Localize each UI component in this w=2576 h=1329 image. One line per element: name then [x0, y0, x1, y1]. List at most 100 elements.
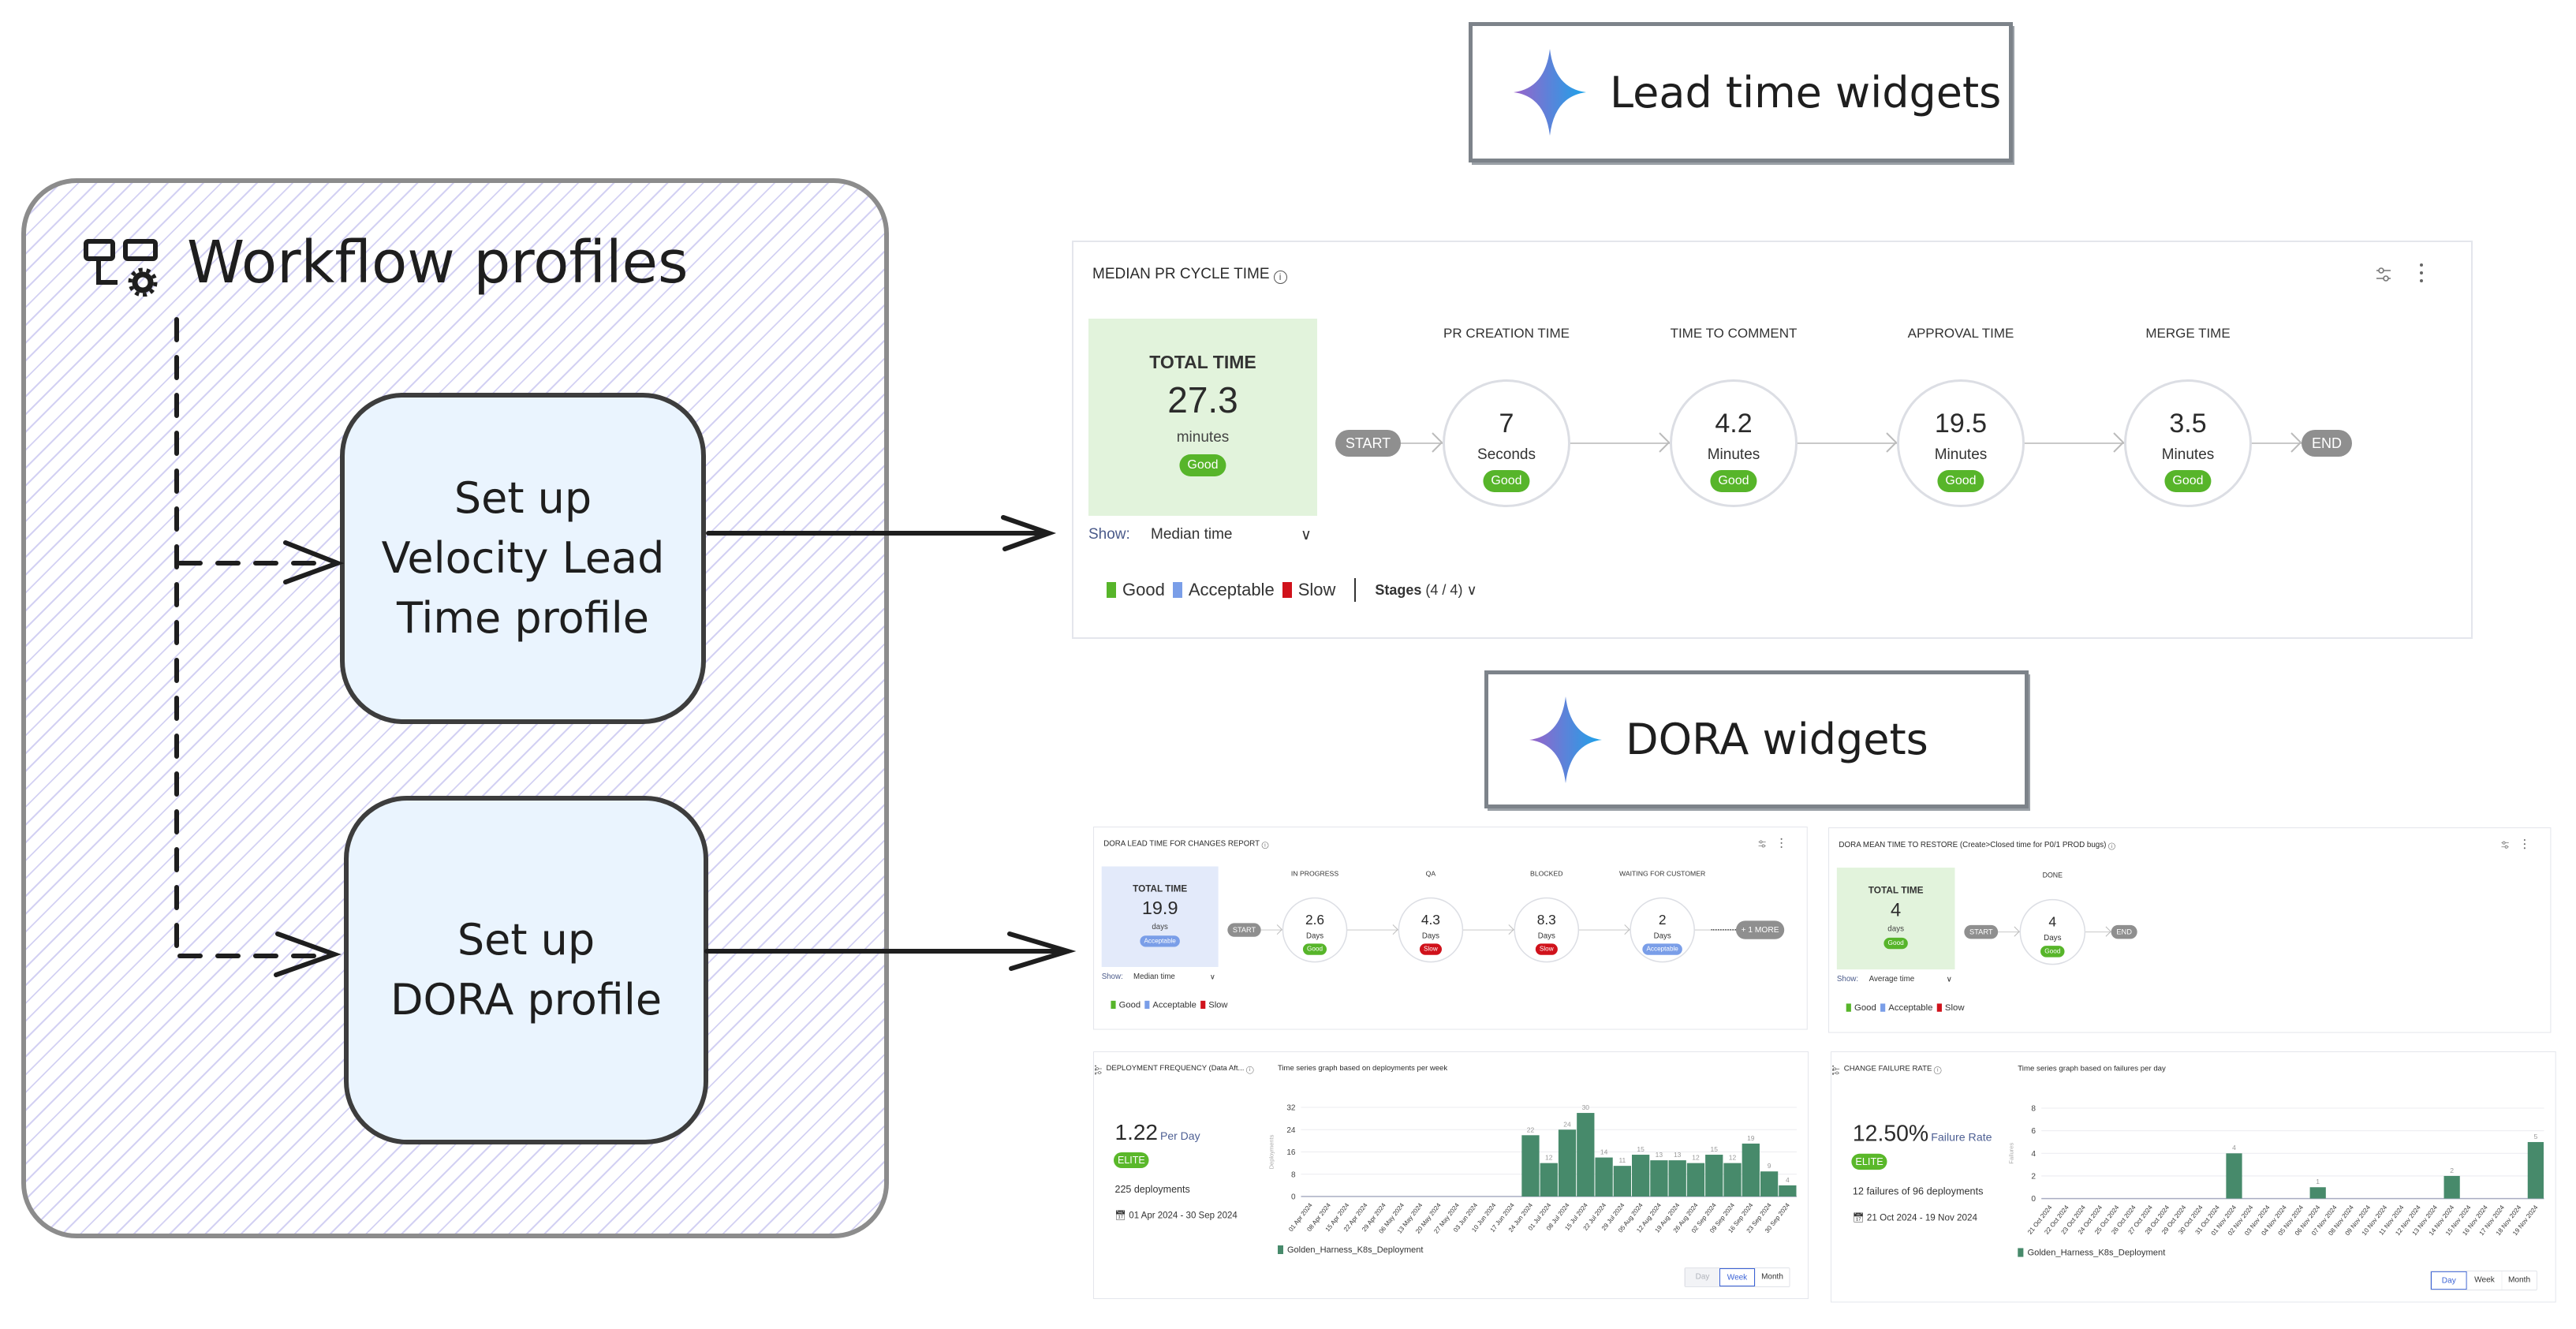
chevron-right-icon — [2014, 926, 2020, 937]
stages-label: Stages — [1375, 582, 1422, 598]
y-tick-label: 2 — [2031, 1172, 2036, 1181]
settings-sliders-icon[interactable] — [1094, 1066, 1103, 1075]
show-dropdown[interactable]: Average time — [1869, 974, 1915, 984]
calendar-icon: 📅︎ — [1852, 1211, 1867, 1223]
bar-data-label: 1 — [2316, 1178, 2320, 1185]
stage-circle[interactable]: 4.2 Minutes Good — [1670, 379, 1798, 507]
chevron-down-icon[interactable]: ∨ — [1209, 972, 1216, 981]
show-dropdown[interactable]: Median time — [1151, 526, 1233, 543]
bar — [2226, 1153, 2242, 1199]
show-label: Show: — [1836, 974, 1859, 984]
more-options-icon[interactable] — [1094, 1065, 1097, 1075]
profile-line: Set up — [457, 915, 595, 965]
rating-legend: Good Acceptable Slow — [1111, 999, 1228, 1010]
dotted-connector — [1711, 929, 1736, 931]
show-label: Show: — [1101, 972, 1123, 981]
stages-dropdown[interactable]: Stages (4 / 4) ∨ — [1354, 578, 1477, 602]
info-icon[interactable]: i — [1933, 1066, 1942, 1074]
stages-count: (4 / 4) — [1425, 582, 1463, 598]
chevron-down-icon[interactable]: ∨ — [1946, 975, 1952, 984]
bar — [1613, 1166, 1631, 1196]
stage-circle[interactable]: 8.3 Days Slow — [1514, 897, 1580, 963]
stage-circle[interactable]: 4.3 Days Slow — [1398, 897, 1464, 963]
metric-number: 12.50% — [1852, 1120, 1929, 1146]
label-text: DORA widgets — [1626, 715, 1928, 764]
stage-circle[interactable]: 3.5 Minutes Good — [2124, 379, 2252, 507]
bar — [1558, 1129, 1577, 1196]
start-pill: START — [1964, 924, 1999, 939]
y-tick-label: 0 — [1291, 1193, 1296, 1202]
stage-unit: Days — [1305, 931, 1324, 940]
info-icon[interactable]: i — [2107, 842, 2115, 850]
y-tick-label: 16 — [1286, 1148, 1296, 1157]
legend-swatch — [1111, 1000, 1116, 1010]
granularity-month-button[interactable]: Month — [1755, 1268, 1790, 1286]
settings-sliders-icon[interactable] — [1758, 839, 1767, 848]
bar-data-label: 13 — [1656, 1151, 1663, 1159]
stage-value: 2 — [1658, 912, 1667, 928]
bar-data-label: 4 — [2232, 1144, 2236, 1152]
more-options-icon[interactable] — [2523, 838, 2526, 849]
more-options-icon[interactable] — [1780, 838, 1783, 849]
stage-circle[interactable]: 19.5 Minutes Good — [1897, 379, 2025, 507]
stage-circle[interactable]: 2 Days Acceptable — [1630, 897, 1695, 963]
stage-circle[interactable]: 4 Days Good — [2019, 898, 2086, 965]
legend-swatch — [1107, 582, 1116, 598]
stage-value: 4 — [2048, 913, 2057, 930]
bar — [1650, 1160, 1668, 1196]
stage-value: 4.3 — [1421, 912, 1440, 928]
legend-label: Acceptable — [1152, 999, 1197, 1010]
total-time-value: 4 — [1891, 898, 1902, 920]
chevron-right-icon — [1659, 432, 1670, 453]
stage-label: DONE — [2042, 871, 2063, 879]
widget-title: MEDIAN PR CYCLE TIME i — [1092, 266, 1287, 284]
y-tick-label: 8 — [1291, 1170, 1296, 1179]
rating-badge-good: Good — [1179, 454, 1226, 476]
elite-badge: ELITE — [1114, 1152, 1149, 1168]
bar-data-label: 12 — [1729, 1154, 1737, 1162]
stage-label: WAITING FOR CUSTOMER — [1618, 870, 1706, 878]
bar — [1521, 1135, 1540, 1196]
stage-circle[interactable]: 2.6 Days Good — [1282, 897, 1348, 963]
stage-label: PR CREATION TIME — [1443, 326, 1570, 341]
granularity-day-button[interactable]: Day — [2431, 1271, 2467, 1290]
info-icon[interactable]: i — [1261, 842, 1269, 849]
info-icon[interactable]: i — [1245, 1066, 1254, 1074]
median-pr-cycle-time-widget: MEDIAN PR CYCLE TIME i TOTAL TIME 27.3 mi… — [1072, 241, 2473, 639]
more-options-icon[interactable] — [1831, 1065, 1835, 1075]
more-stages-button[interactable]: + 1 MORE — [1735, 920, 1785, 939]
total-time-card: TOTAL TIME 19.9 days Acceptable — [1101, 866, 1219, 967]
settings-sliders-icon[interactable] — [1831, 1066, 1840, 1075]
info-icon[interactable]: i — [1273, 271, 1287, 284]
sparkle-icon — [1529, 696, 1602, 783]
show-dropdown[interactable]: Median time — [1133, 972, 1175, 981]
chevron-right-icon — [1624, 924, 1630, 935]
stage-value: 19.5 — [1934, 409, 1988, 439]
stage-circle[interactable]: 7 Seconds Good — [1443, 379, 1570, 507]
elite-badge: ELITE — [1851, 1153, 1887, 1170]
bar-data-label: 2 — [2450, 1167, 2454, 1174]
rating-badge-good: Good — [1302, 943, 1327, 955]
chevron-right-icon — [1432, 432, 1443, 453]
granularity-week-button[interactable]: Week — [2466, 1271, 2502, 1290]
widget-title-text: DORA MEAN TIME TO RESTORE (Create>Closed… — [1839, 840, 2107, 849]
bar — [1760, 1171, 1779, 1196]
metric-number: 1.22 — [1114, 1119, 1159, 1145]
chevron-right-icon — [1508, 924, 1514, 935]
granularity-week-button[interactable]: Week — [1719, 1268, 1755, 1286]
legend-label: Good — [1854, 1002, 1876, 1013]
stage-unit: Minutes — [1934, 446, 1988, 463]
legend-label: Slow — [1944, 1002, 1965, 1013]
metric-value: 12.50% Failure Rate — [1853, 1120, 1992, 1146]
total-time-value: 27.3 — [1167, 379, 1238, 420]
bar — [1686, 1163, 1705, 1196]
legend-swatch — [1200, 1000, 1206, 1010]
settings-sliders-icon[interactable] — [2375, 266, 2392, 283]
more-options-icon[interactable] — [2418, 263, 2425, 283]
total-time-card: TOTAL TIME 4 days Good — [1836, 868, 1955, 970]
granularity-day-button[interactable]: Day — [1685, 1268, 1719, 1286]
settings-sliders-icon[interactable] — [2500, 841, 2509, 849]
legend-swatch — [1282, 582, 1292, 598]
chevron-down-icon[interactable]: ∨ — [1301, 527, 1312, 543]
granularity-month-button[interactable]: Month — [2501, 1271, 2537, 1290]
